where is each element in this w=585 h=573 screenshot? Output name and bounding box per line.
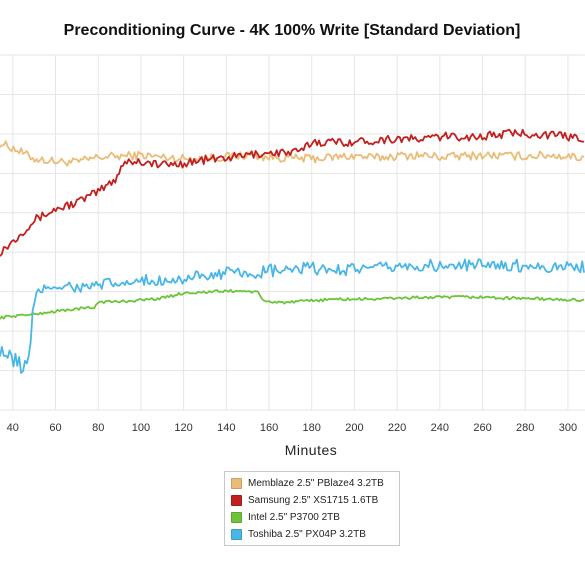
series-line xyxy=(0,288,585,320)
series-line xyxy=(0,128,585,257)
x-tick-label: 160 xyxy=(260,422,278,434)
x-tick-label: 140 xyxy=(217,422,235,434)
x-tick-label: 240 xyxy=(431,422,449,434)
legend-label: Samsung 2.5" XS1715 1.6TB xyxy=(248,495,379,506)
x-tick-label: 260 xyxy=(473,422,491,434)
legend-label: Toshiba 2.5" PX04P 3.2TB xyxy=(248,529,366,540)
legend-swatch xyxy=(231,529,242,540)
x-tick-label: 220 xyxy=(388,422,406,434)
grid-lines xyxy=(0,54,585,411)
legend: Memblaze 2.5" PBlaze4 3.2TB Samsung 2.5"… xyxy=(224,471,400,546)
legend-label: Memblaze 2.5" PBlaze4 3.2TB xyxy=(248,478,384,489)
x-tick-label: 300 xyxy=(559,422,577,434)
x-axis-label: Minutes xyxy=(285,442,338,458)
x-tick-label: 280 xyxy=(516,422,534,434)
legend-label: Intel 2.5" P3700 2TB xyxy=(248,512,340,523)
x-tick-label: 180 xyxy=(303,422,321,434)
x-tick-label: 100 xyxy=(132,422,150,434)
series-line xyxy=(0,258,585,374)
x-tick-label: 60 xyxy=(49,422,61,434)
legend-swatch xyxy=(231,495,242,506)
x-tick-label: 120 xyxy=(174,422,192,434)
series-line xyxy=(0,140,585,167)
x-tick-label: 200 xyxy=(345,422,363,434)
x-axis-ticks: 40 60 80 100 120 140 160 180 200 220 240 260 280 300 xyxy=(7,422,577,434)
x-tick-label: 80 xyxy=(92,422,104,434)
legend-item[interactable]: Toshiba 2.5" PX04P 3.2TB xyxy=(231,526,393,543)
legend-swatch xyxy=(231,512,242,523)
legend-item[interactable]: Samsung 2.5" XS1715 1.6TB xyxy=(231,492,393,509)
chart-title: Preconditioning Curve - 4K 100% Write [S… xyxy=(64,22,521,39)
legend-item[interactable]: Intel 2.5" P3700 2TB xyxy=(231,509,393,526)
legend-swatch xyxy=(231,478,242,489)
x-tick-label: 40 xyxy=(7,422,19,434)
legend-item[interactable]: Memblaze 2.5" PBlaze4 3.2TB xyxy=(231,475,393,492)
series-layer xyxy=(0,128,585,374)
